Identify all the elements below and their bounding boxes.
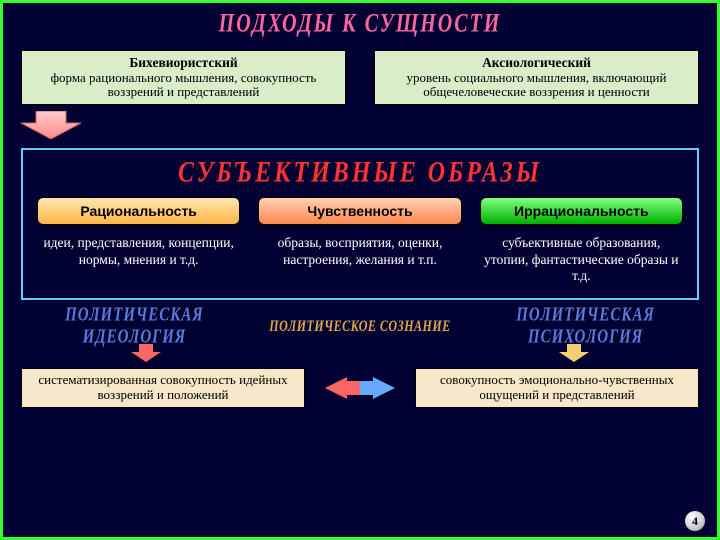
title-top: ПОДХОДЫ К СУЩНОСТИ: [21, 10, 699, 40]
col-irrational: Иррациональность субъективные образовани…: [480, 197, 683, 284]
pill-rational: Рациональность: [37, 197, 240, 225]
subjective-images-panel: СУБЪЕКТИВНЫЕ ОБРАЗЫ Рациональность идеи,…: [21, 148, 699, 300]
pill-irrational: Иррациональность: [480, 197, 683, 225]
page-number: 4: [685, 511, 705, 531]
pill-sensual: Чувственность: [258, 197, 461, 225]
approach-box-behaviorist: Бихевиористский форма рационального мышл…: [21, 50, 346, 105]
col-sensual: Чувственность образы, восприятия, оценки…: [258, 197, 461, 284]
approach-box-axiological: Аксиологический уровень социального мышл…: [374, 50, 699, 105]
wordart-ideology: ПОЛИТИЧЕСКАЯ ИДЕОЛОГИЯ: [21, 305, 248, 349]
bottom-row: систематизированная совокупность идейных…: [21, 368, 699, 408]
slide-frame: ПОДХОДЫ К СУЩНОСТИ Бихевиористский форма…: [0, 0, 720, 540]
double-arrow-icon: [325, 377, 395, 399]
desc-rational: идеи, представления, концепции, нормы, м…: [37, 235, 240, 267]
panel-title: СУБЪЕКТИВНЫЕ ОБРАЗЫ: [37, 157, 683, 191]
approach-head: Аксиологический: [383, 55, 690, 71]
approach-body: форма рационального мышления, совокупнос…: [51, 70, 317, 100]
wordart-psychology: ПОЛИТИЧЕСКАЯ ПСИХОЛОГИЯ: [472, 305, 699, 349]
col-rational: Рациональность идеи, представления, конц…: [37, 197, 240, 284]
desc-sensual: образы, восприятия, оценки, настроения, …: [258, 235, 461, 267]
down-arrow-icon: [21, 111, 81, 139]
box-psychology-def: совокупность эмоционально-чувственных ощ…: [415, 368, 699, 408]
box-ideology-def: систематизированная совокупность идейных…: [21, 368, 305, 408]
three-columns: Рациональность идеи, представления, конц…: [37, 197, 683, 284]
wordart-row: ПОЛИТИЧЕСКАЯ ИДЕОЛОГИЯ ПОЛИТИЧЕСКОЕ СОЗН…: [21, 310, 699, 344]
wordart-consciousness: ПОЛИТИЧЕСКОЕ СОЗНАНИЕ: [258, 317, 462, 337]
approach-head: Бихевиористский: [30, 55, 337, 71]
top-approaches-row: Бихевиористский форма рационального мышл…: [21, 50, 699, 105]
desc-irrational: субъективные образования, утопии, фантас…: [480, 235, 683, 284]
approach-body: уровень социального мышления, включающий…: [407, 70, 667, 100]
